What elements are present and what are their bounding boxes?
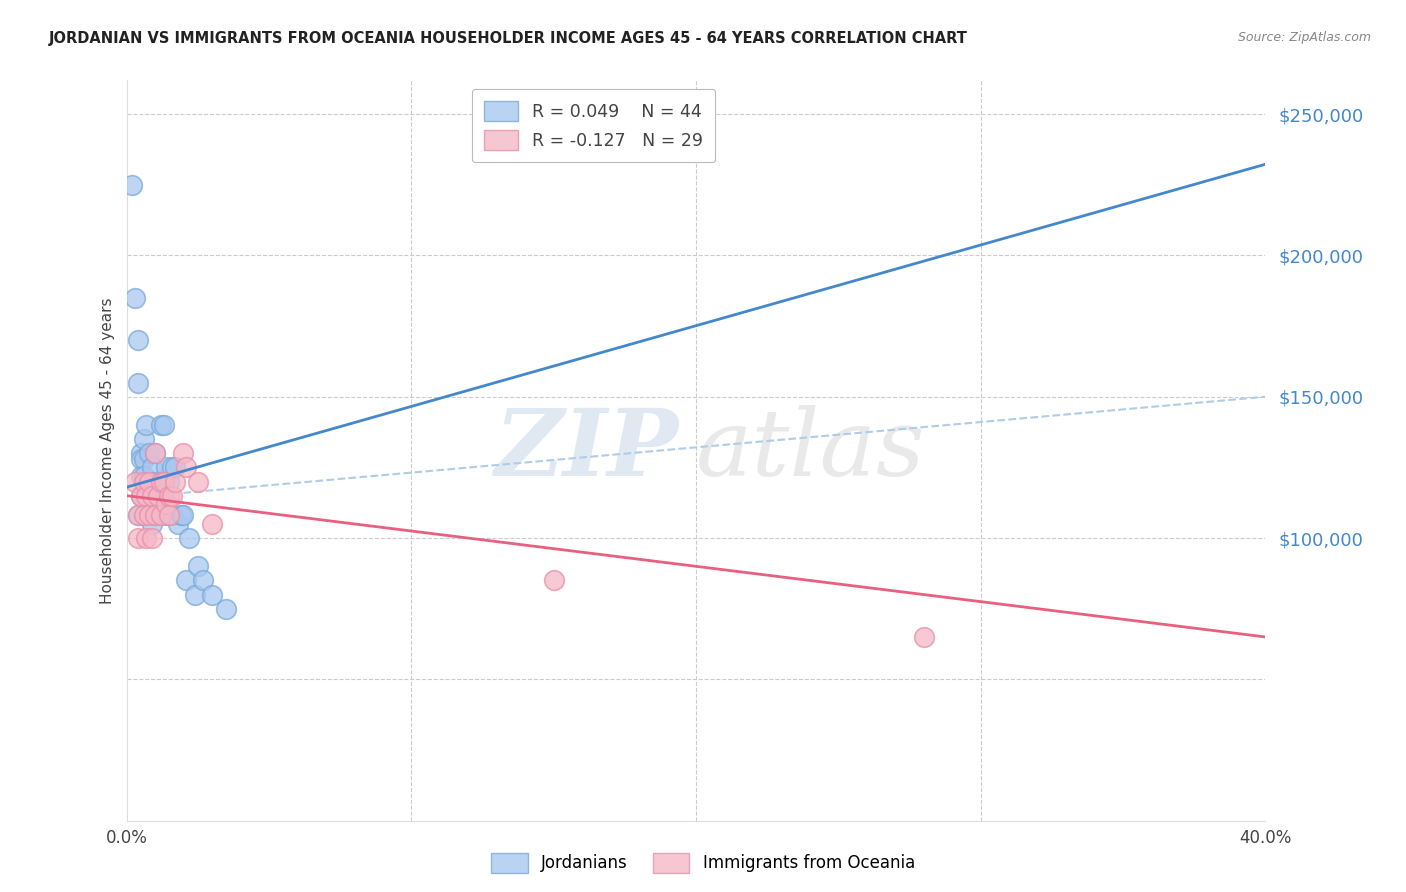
Point: [160, 508, 183, 523]
Point: [193, 574, 215, 588]
Point: [143, 475, 166, 489]
Point: [912, 630, 935, 644]
Point: [160, 460, 183, 475]
Y-axis label: Householder Income Ages 45 - 64 years: Householder Income Ages 45 - 64 years: [100, 297, 115, 604]
Point: [176, 460, 198, 475]
Point: [132, 469, 155, 483]
Point: [132, 475, 155, 489]
Point: [127, 508, 149, 523]
Point: [127, 508, 149, 523]
Point: [138, 508, 160, 523]
Text: ZIP: ZIP: [495, 406, 679, 495]
Point: [129, 489, 152, 503]
Point: [124, 291, 146, 305]
Point: [141, 531, 163, 545]
Point: [124, 475, 146, 489]
Point: [129, 469, 152, 483]
Point: [157, 475, 180, 489]
Point: [166, 516, 188, 531]
Point: [135, 417, 157, 432]
Point: [132, 508, 155, 523]
Point: [163, 460, 186, 475]
Point: [132, 432, 155, 446]
Point: [143, 446, 166, 460]
Point: [215, 601, 238, 615]
Point: [172, 446, 194, 460]
Point: [543, 574, 565, 588]
Point: [187, 475, 209, 489]
Point: [169, 508, 191, 523]
Point: [141, 480, 163, 494]
Point: [152, 489, 174, 503]
Point: [146, 497, 169, 511]
Point: [201, 516, 224, 531]
Point: [152, 417, 174, 432]
Point: [132, 508, 155, 523]
Point: [201, 588, 224, 602]
Point: [157, 508, 180, 523]
Point: [127, 333, 149, 347]
Point: [155, 508, 177, 523]
Point: [138, 480, 160, 494]
Point: [143, 446, 166, 460]
Point: [135, 489, 157, 503]
Point: [129, 452, 152, 467]
Point: [135, 475, 157, 489]
Point: [149, 417, 172, 432]
Point: [143, 508, 166, 523]
Point: [179, 531, 201, 545]
Point: [129, 446, 152, 460]
Legend: R = 0.049    N = 44, R = -0.127   N = 29: R = 0.049 N = 44, R = -0.127 N = 29: [471, 89, 716, 162]
Point: [121, 178, 143, 192]
Point: [157, 489, 180, 503]
Point: [152, 475, 174, 489]
Point: [155, 460, 177, 475]
Point: [127, 531, 149, 545]
Point: [127, 376, 149, 390]
Legend: Jordanians, Immigrants from Oceania: Jordanians, Immigrants from Oceania: [484, 847, 922, 880]
Text: JORDANIAN VS IMMIGRANTS FROM OCEANIA HOUSEHOLDER INCOME AGES 45 - 64 YEARS CORRE: JORDANIAN VS IMMIGRANTS FROM OCEANIA HOU…: [49, 31, 969, 46]
Point: [155, 497, 177, 511]
Point: [129, 489, 152, 503]
Point: [172, 508, 194, 523]
Point: [160, 489, 183, 503]
Point: [176, 574, 198, 588]
Text: atlas: atlas: [696, 406, 925, 495]
Point: [135, 531, 157, 545]
Point: [184, 588, 207, 602]
Point: [149, 508, 172, 523]
Point: [143, 508, 166, 523]
Text: Source: ZipAtlas.com: Source: ZipAtlas.com: [1237, 31, 1371, 45]
Point: [149, 475, 172, 489]
Point: [141, 460, 163, 475]
Point: [132, 452, 155, 467]
Point: [141, 516, 163, 531]
Point: [141, 489, 163, 503]
Point: [138, 475, 160, 489]
Point: [149, 475, 172, 489]
Point: [138, 446, 160, 460]
Point: [146, 489, 169, 503]
Point: [187, 559, 209, 574]
Point: [163, 475, 186, 489]
